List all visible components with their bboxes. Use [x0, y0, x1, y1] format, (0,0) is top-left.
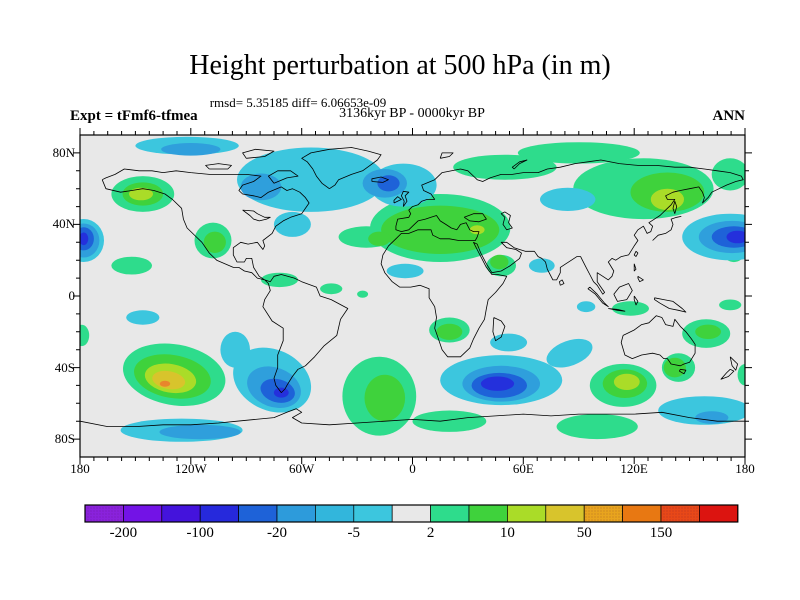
colorbar-label: -200: [109, 525, 138, 541]
colorbar-segment: [430, 504, 470, 523]
anomaly-blob: [240, 173, 282, 201]
anomaly-blob: [80, 232, 89, 246]
anomaly-blob: [159, 424, 241, 440]
anomaly-blob: [203, 231, 226, 253]
anomaly-blob: [517, 142, 640, 164]
lat-axis-label: 80N: [52, 144, 75, 160]
lon-axis-label: 120W: [174, 461, 207, 476]
anomaly-blob: [453, 154, 557, 180]
colorbar-segment: [123, 504, 163, 523]
anomaly-blob: [220, 331, 250, 368]
anomaly-blob: [711, 158, 745, 191]
anomaly-blob: [320, 283, 343, 295]
colorbar-segment: [622, 504, 662, 523]
lat-axis-label: 40S: [54, 359, 75, 375]
lat-axis-label: 40N: [52, 216, 75, 232]
anomaly-blob: [469, 225, 485, 235]
lon-axis-label: 120E: [620, 461, 648, 476]
anomaly-blob: [126, 310, 160, 325]
colorbar-segment: [699, 504, 739, 523]
anomaly-blob: [436, 323, 463, 340]
colorbar: [84, 504, 739, 523]
colorbar-segment: [276, 504, 316, 523]
anomaly-blob: [159, 380, 171, 387]
lat-axis-label: 80S: [54, 431, 75, 447]
anomaly-blob: [386, 263, 424, 279]
anomaly-blob: [556, 414, 638, 440]
experiment-label: Expt = tFmf6-tfmea: [70, 108, 198, 124]
colorbar-segment: [199, 504, 239, 523]
season-label: ANN: [712, 108, 746, 124]
anomaly-blob: [695, 324, 721, 339]
colorbar-label: 150: [649, 525, 673, 541]
colorbar-segment: [391, 504, 431, 523]
anomaly-blob: [719, 299, 742, 311]
anomaly-blob: [737, 364, 745, 386]
anomaly-blob: [546, 338, 593, 368]
anomaly-blob: [111, 256, 152, 275]
lon-axis-label: 0: [409, 461, 416, 476]
coastlines: [80, 147, 745, 427]
anomaly-blob: [490, 333, 528, 352]
colorbar-label: -20: [267, 525, 287, 541]
colorbar-segment: [545, 504, 585, 523]
anomaly-blob: [377, 175, 400, 192]
colorbar-label: -5: [347, 525, 361, 541]
colorbar-label: -100: [186, 525, 214, 541]
colorbar-segment: [161, 504, 201, 523]
anomaly-blob: [613, 373, 640, 390]
anomaly-blob: [490, 254, 509, 270]
anomaly-blob: [695, 411, 729, 424]
colorbar-label: 50: [576, 525, 592, 541]
axis-ticks: [73, 128, 752, 464]
lon-axis-label: 180: [735, 461, 755, 476]
stats-line: rmsd= 5.35185 diff= 6.06653e-09: [209, 95, 387, 110]
anomaly-blob: [80, 324, 90, 347]
anomaly-blob: [663, 357, 686, 378]
colorbar-segment-texture: [584, 505, 623, 522]
anomaly-blob: [540, 187, 596, 211]
anomaly-blob: [368, 231, 391, 246]
anomaly-blob: [726, 230, 745, 244]
colorbar-label: 2: [426, 525, 435, 541]
anomaly-blob: [412, 410, 487, 432]
period-line: 3136kyr BP - 0000kyr BP: [339, 106, 485, 121]
anomaly-blob: [161, 143, 221, 156]
colorbar-segment: [353, 504, 393, 523]
colorbar-segment: [507, 504, 547, 523]
anomaly-blob: [528, 258, 555, 273]
lon-axis-label: 60E: [512, 461, 534, 476]
lon-axis-label: 180: [70, 461, 90, 476]
colorbar-segment-texture: [85, 505, 124, 522]
lon-axis-label: 60W: [289, 461, 315, 476]
anomaly-blob: [612, 301, 649, 316]
map-field: [80, 135, 745, 457]
anomaly-blob: [480, 376, 515, 391]
anomaly-blob: [129, 187, 153, 201]
colorbar-segment: [238, 504, 278, 523]
colorbar-label: 10: [499, 525, 515, 541]
colorbar-segment: [468, 504, 508, 523]
plot-title: Height perturbation at 500 hPa (in m): [189, 50, 611, 81]
anomaly-blob: [381, 205, 500, 254]
colorbar-frame: [84, 504, 739, 523]
colorbar-segment: [315, 504, 355, 523]
anomaly-blob: [364, 374, 406, 422]
anomaly-blob: [273, 211, 311, 237]
lat-axis-label: 0: [68, 288, 76, 303]
anomaly-blob: [357, 290, 369, 298]
colorbar-segment-texture: [661, 505, 700, 522]
anomaly-blob: [576, 301, 596, 313]
